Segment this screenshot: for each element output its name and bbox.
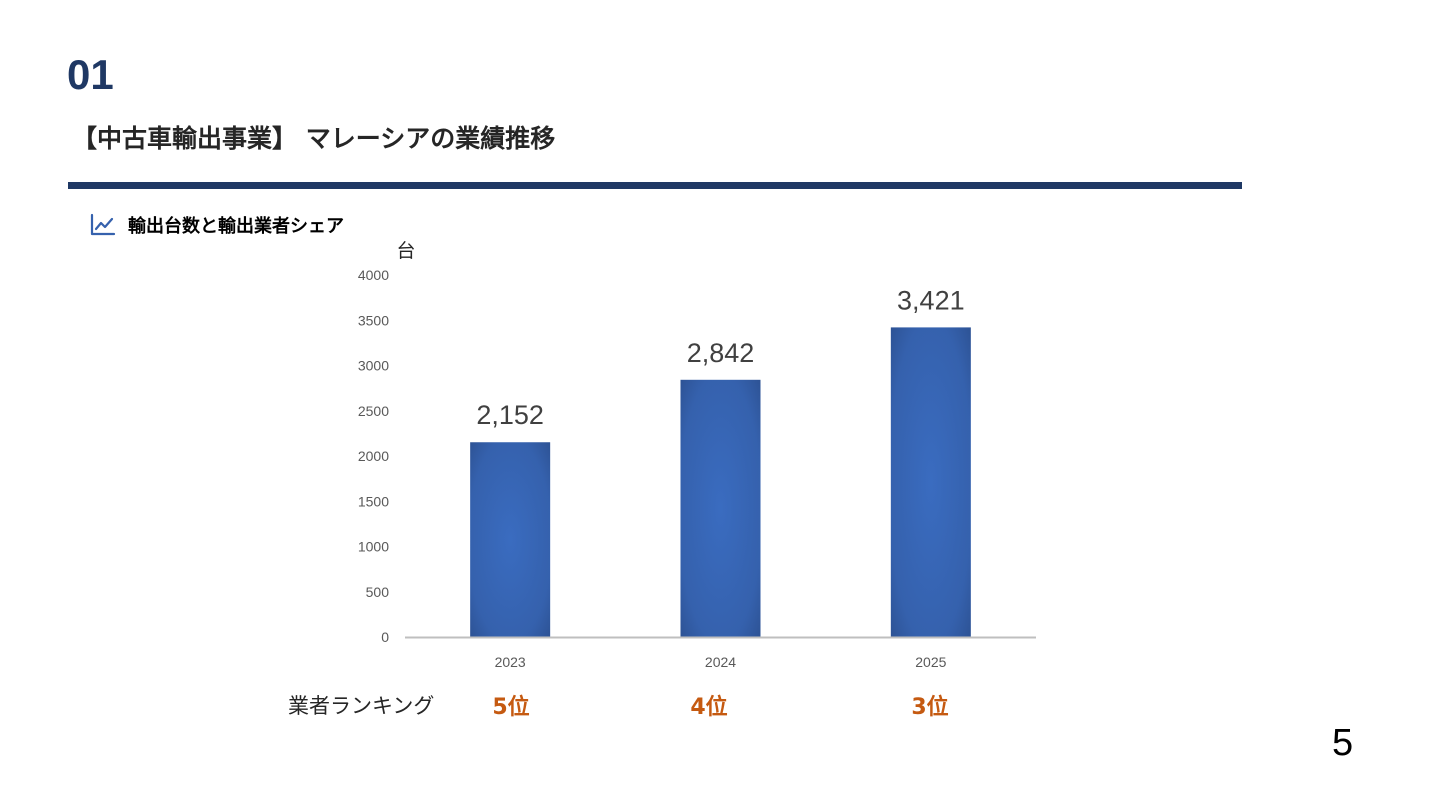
data-label-2025: 3,421 — [897, 285, 965, 315]
chart-heading-label: 輸出台数と輸出業者シェア — [128, 216, 344, 237]
bar-2025 — [890, 327, 971, 637]
y-tick-label: 1500 — [358, 493, 389, 509]
y-tick-label: 2500 — [358, 403, 389, 419]
ranking-row: 業者ランキング 5位 4位 3位 — [0, 686, 1440, 726]
y-tick-label: 500 — [366, 584, 390, 600]
section-number: 01 — [67, 51, 114, 98]
bar-2023 — [470, 442, 551, 637]
chart-heading: 輸出台数と輸出業者シェア — [90, 212, 344, 238]
x-tick-label-2025: 2025 — [915, 654, 946, 670]
rank-2024: 4位 — [690, 695, 728, 720]
y-tick-label: 4000 — [358, 267, 389, 283]
y-tick-label: 3000 — [358, 358, 389, 374]
y-tick-label: 1000 — [358, 539, 389, 555]
ranking-label: 業者ランキング — [288, 694, 435, 718]
data-label-2024: 2,842 — [687, 338, 755, 368]
title-divider — [68, 182, 1242, 189]
rank-2023: 5位 — [492, 695, 530, 720]
x-tick-label-2023: 2023 — [495, 654, 526, 670]
data-label-2023: 2,152 — [476, 400, 544, 430]
page-number: 5 — [1332, 722, 1354, 764]
bar-2024 — [680, 379, 761, 637]
page-title: 【中古車輸出事業】 マレーシアの業績推移 — [72, 124, 556, 153]
y-axis-title: 台 — [396, 240, 415, 262]
y-tick-label: 3500 — [358, 312, 389, 328]
x-tick-label-2024: 2024 — [705, 654, 736, 670]
y-tick-label: 0 — [381, 629, 389, 645]
y-tick-label: 2000 — [358, 448, 389, 464]
line-chart-icon — [90, 213, 116, 237]
rank-2025: 3位 — [911, 695, 949, 720]
